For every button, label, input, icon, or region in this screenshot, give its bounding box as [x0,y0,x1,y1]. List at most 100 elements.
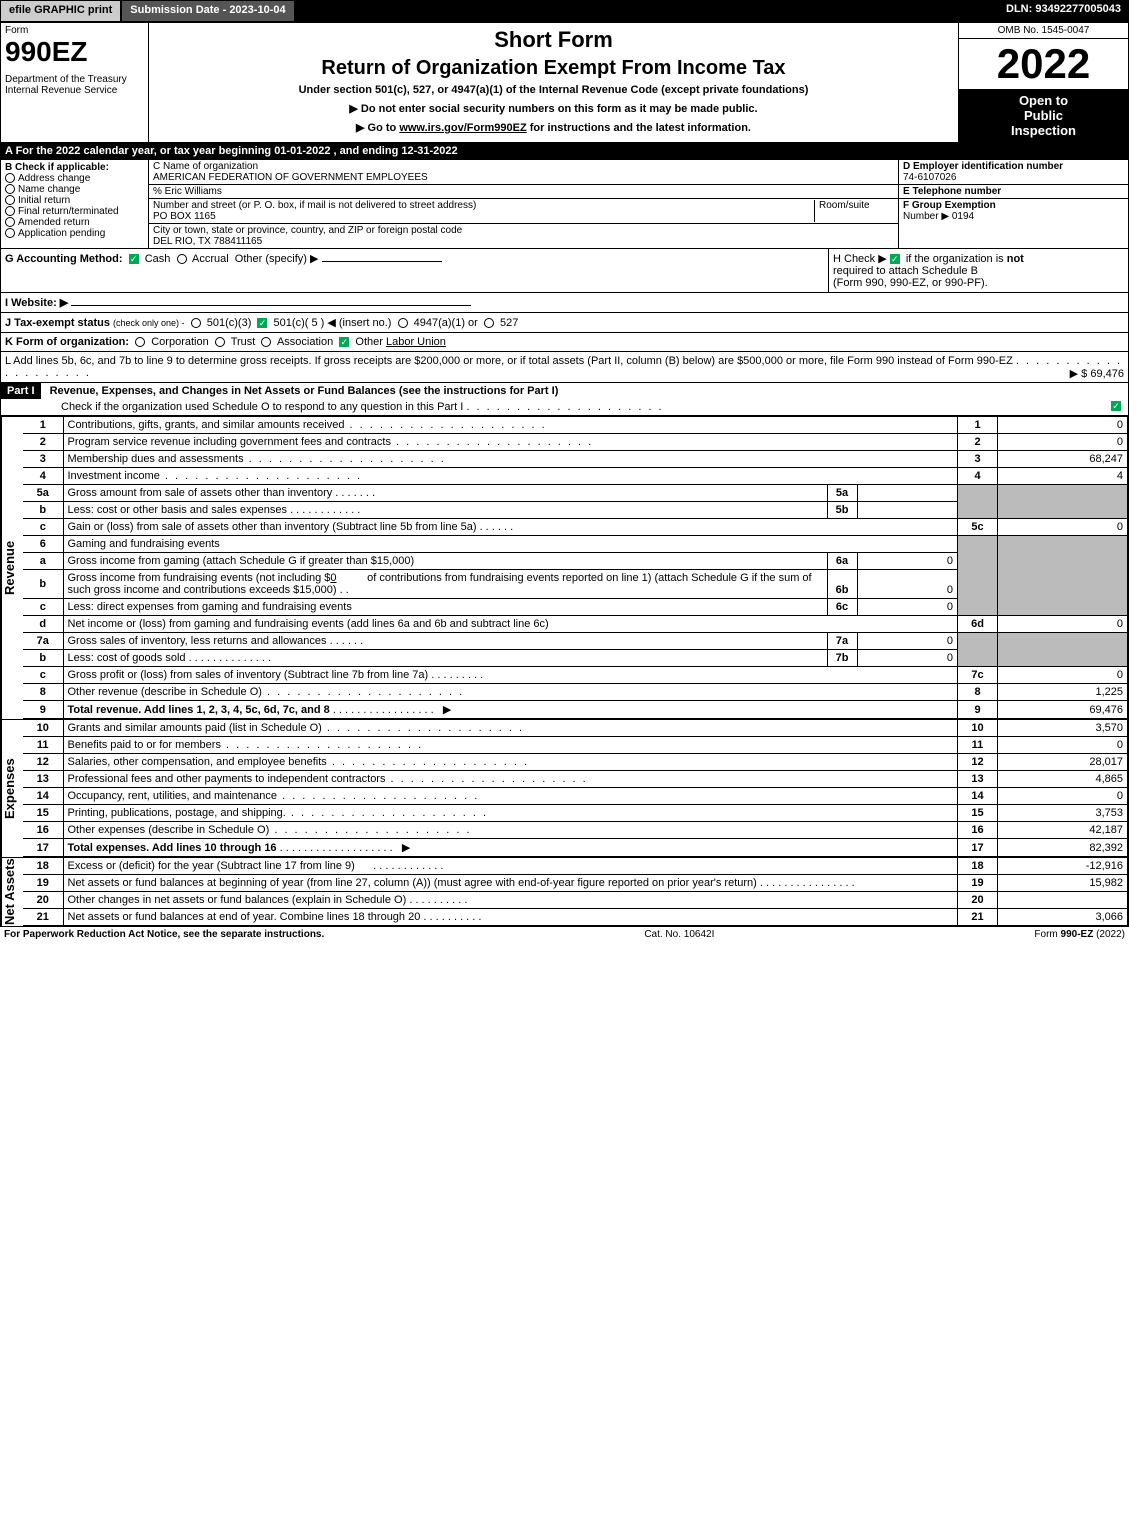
sec-f-label: F Group Exemption [903,200,996,211]
check-label-2: Initial return [18,195,70,206]
form-header: Form 990EZ Department of the Treasury In… [0,22,1129,143]
check-accrual[interactable] [177,254,187,264]
tax-year: 2022 [959,39,1128,89]
section-d: D Employer identification number 74-6107… [899,160,1128,185]
line-8: 8Other revenue (describe in Schedule O)8… [23,684,1128,701]
section-e: E Telephone number [899,185,1128,199]
line-4-value: 4 [998,468,1128,485]
goto-post: for instructions and the latest informat… [527,122,751,134]
check-application-pending[interactable]: Application pending [5,228,144,239]
line-16-value: 42,187 [998,822,1128,839]
section-a: A For the 2022 calendar year, or tax yea… [0,143,1129,160]
line-15: 15Printing, publications, postage, and s… [23,805,1128,822]
line-1: 1Contributions, gifts, grants, and simil… [23,417,1128,434]
topbar-spacer [295,0,998,22]
footer-cat-no: Cat. No. 10642I [324,929,1034,940]
form-title: Short Form [155,27,952,53]
line-7c-desc: Gross profit or (loss) from sales of inv… [68,669,429,681]
line-11: 11Benefits paid to or for members110 [23,737,1128,754]
check-cash[interactable] [129,254,139,264]
line-6: 6Gaming and fundraising events [23,536,1128,553]
page-footer: For Paperwork Reduction Act Notice, see … [0,926,1129,942]
line-20-desc: Other changes in net assets or fund bala… [68,894,407,906]
check-final-return[interactable]: Final return/terminated [5,206,144,217]
section-j: J Tax-exempt status (check only one) - 5… [0,313,1129,333]
assoc-label: Association [277,336,333,348]
expenses-section: Expenses 10Grants and similar amounts pa… [0,719,1129,857]
sec-c-care-row: % Eric Williams [149,185,898,199]
section-c: C Name of organization AMERICAN FEDERATI… [149,160,898,248]
revenue-table: 1Contributions, gifts, grants, and simil… [23,416,1128,719]
check-schedule-o[interactable] [1111,401,1121,411]
sec-l-text: L Add lines 5b, 6c, and 7b to line 9 to … [5,355,1013,367]
check-schedule-b[interactable] [890,254,900,264]
line-5b-value [857,502,957,518]
check-label-3: Final return/terminated [18,206,119,217]
other-label: Other (specify) ▶ [235,253,319,265]
revenue-section: Revenue 1Contributions, gifts, grants, a… [0,416,1129,719]
line-6d: dNet income or (loss) from gaming and fu… [23,616,1128,633]
ssn-warning: ▶ Do not enter social security numbers o… [155,102,952,115]
top-bar: efile GRAPHIC print Submission Date - 20… [0,0,1129,22]
sec-c-label: C Name of organization [153,161,894,172]
gross-receipts-value: ▶ $ 69,476 [1070,367,1124,380]
line-6c-desc: Less: direct expenses from gaming and fu… [68,601,352,613]
section-k: K Form of organization: Corporation Trus… [0,333,1129,352]
irs-link[interactable]: www.irs.gov/Form990EZ [399,122,526,134]
addr-label: Number and street (or P. O. box, if mail… [153,200,814,211]
check-name-change[interactable]: Name change [5,184,144,195]
website-input[interactable] [71,305,471,306]
efile-print-button[interactable]: efile GRAPHIC print [0,0,121,22]
check-amended-return[interactable]: Amended return [5,217,144,228]
check-initial-return[interactable]: Initial return [5,195,144,206]
sections-gh: G Accounting Method: Cash Accrual Other … [0,249,1129,293]
check-other-org[interactable] [339,337,349,347]
line-7c: cGross profit or (loss) from sales of in… [23,667,1128,684]
header-left: Form 990EZ Department of the Treasury In… [1,23,149,142]
section-def: D Employer identification number 74-6107… [898,160,1128,248]
line-9: 9Total revenue. Add lines 1, 2, 3, 4, 5c… [23,701,1128,719]
footer-left: For Paperwork Reduction Act Notice, see … [4,929,324,940]
open-inspection: Open to Public Inspection [959,89,1128,142]
line-20: 20Other changes in net assets or fund ba… [23,892,1128,909]
line-14: 14Occupancy, rent, utilities, and mainte… [23,788,1128,805]
line-16: 16Other expenses (describe in Schedule O… [23,822,1128,839]
part-1-title: Revenue, Expenses, and Changes in Net As… [44,385,559,397]
irs-label: Internal Revenue Service [5,85,144,96]
part-1-sub: Check if the organization used Schedule … [61,401,463,413]
sec-c-city-row: City or town, state or province, country… [149,224,898,248]
check-501c3[interactable] [191,318,201,328]
check-address-change[interactable]: Address change [5,173,144,184]
line-6b-amt: 0 [330,572,336,584]
check-527[interactable] [484,318,494,328]
other-org-value: Labor Union [386,336,446,348]
sec-c-addr-block: Number and street (or P. O. box, if mail… [153,200,814,222]
check-trust[interactable] [215,337,225,347]
dots [466,401,663,413]
check-label-0: Address change [18,173,90,184]
section-l: L Add lines 5b, 6c, and 7b to line 9 to … [0,352,1129,383]
check-501c[interactable] [257,318,267,328]
other-org-pre: Other [355,336,386,348]
inspect-line1: Open to [963,93,1124,108]
part-1-header-row: Part I Revenue, Expenses, and Changes in… [0,383,1129,416]
check-corporation[interactable] [135,337,145,347]
line-18: 18Excess or (deficit) for the year (Subt… [23,858,1128,875]
527-label: 527 [500,317,518,329]
check-association[interactable] [261,337,271,347]
line-16-desc: Other expenses (describe in Schedule O) [68,824,270,836]
line-17-value: 82,392 [998,839,1128,857]
sec-h-line3: (Form 990, 990-EZ, or 990-PF). [833,277,1124,289]
footer-right: Form 990-EZ (2022) [1034,929,1125,940]
line-6a-desc: Gross income from gaming (attach Schedul… [68,555,415,567]
sec-h-line2: required to attach Schedule B [833,265,1124,277]
check-4947[interactable] [398,318,408,328]
line-13-value: 4,865 [998,771,1128,788]
sec-g-label: G Accounting Method: [5,253,123,265]
line-5b-desc: Less: cost or other basis and sales expe… [68,504,288,516]
other-specify-input[interactable] [322,261,442,262]
part-1-sub-row: Check if the organization used Schedule … [1,399,1128,415]
net-assets-side-label: Net Assets [1,857,23,926]
org-name: AMERICAN FEDERATION OF GOVERNMENT EMPLOY… [153,172,894,183]
line-4-desc: Investment income [68,470,160,482]
